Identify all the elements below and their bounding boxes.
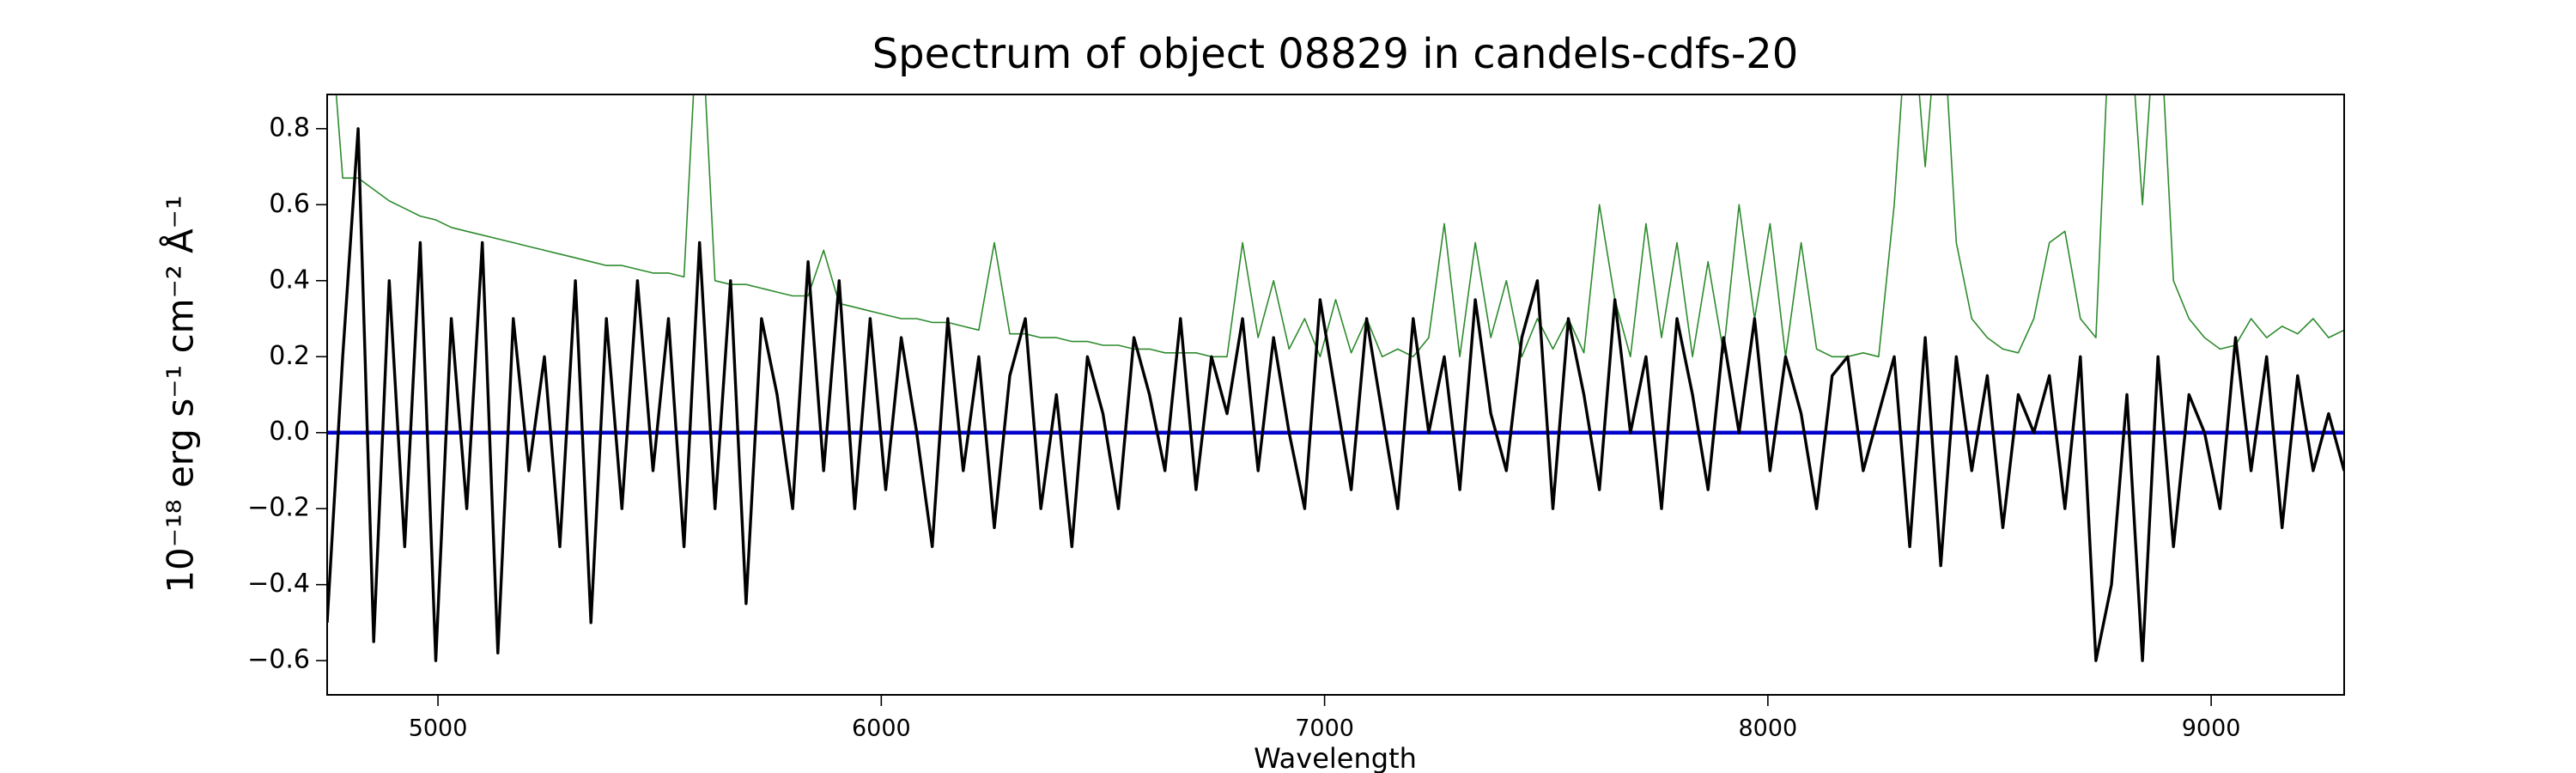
x-tick-label: 5000 [409, 715, 468, 742]
x-tick-label: 8000 [1738, 715, 1797, 742]
chart-title: Spectrum of object 08829 in candels-cdfs… [872, 30, 1799, 78]
y-tick-label: 0.4 [269, 265, 310, 295]
y-tick-label: −0.4 [247, 569, 310, 599]
y-tick-label: −0.2 [247, 493, 310, 523]
plot-frame [326, 94, 2345, 696]
x-tick-label: 7000 [1295, 715, 1354, 742]
y-tick-label: 0.0 [269, 417, 310, 447]
y-tick-label: 0.8 [269, 113, 310, 143]
y-axis-label: 10⁻¹⁸ erg s⁻¹ cm⁻² Å⁻¹ [159, 195, 202, 593]
spectrum-line [327, 127, 2344, 662]
plot-area [327, 94, 2344, 662]
y-tick-label: 0.6 [269, 189, 310, 219]
x-tick-label: 6000 [852, 715, 911, 742]
x-axis-label: Wavelength [1254, 742, 1417, 773]
y-tick-label: −0.6 [247, 645, 310, 675]
x-tick-label: 9000 [2182, 715, 2241, 742]
y-tick-label: 0.2 [269, 341, 310, 371]
spectrum-line [335, 94, 2344, 358]
